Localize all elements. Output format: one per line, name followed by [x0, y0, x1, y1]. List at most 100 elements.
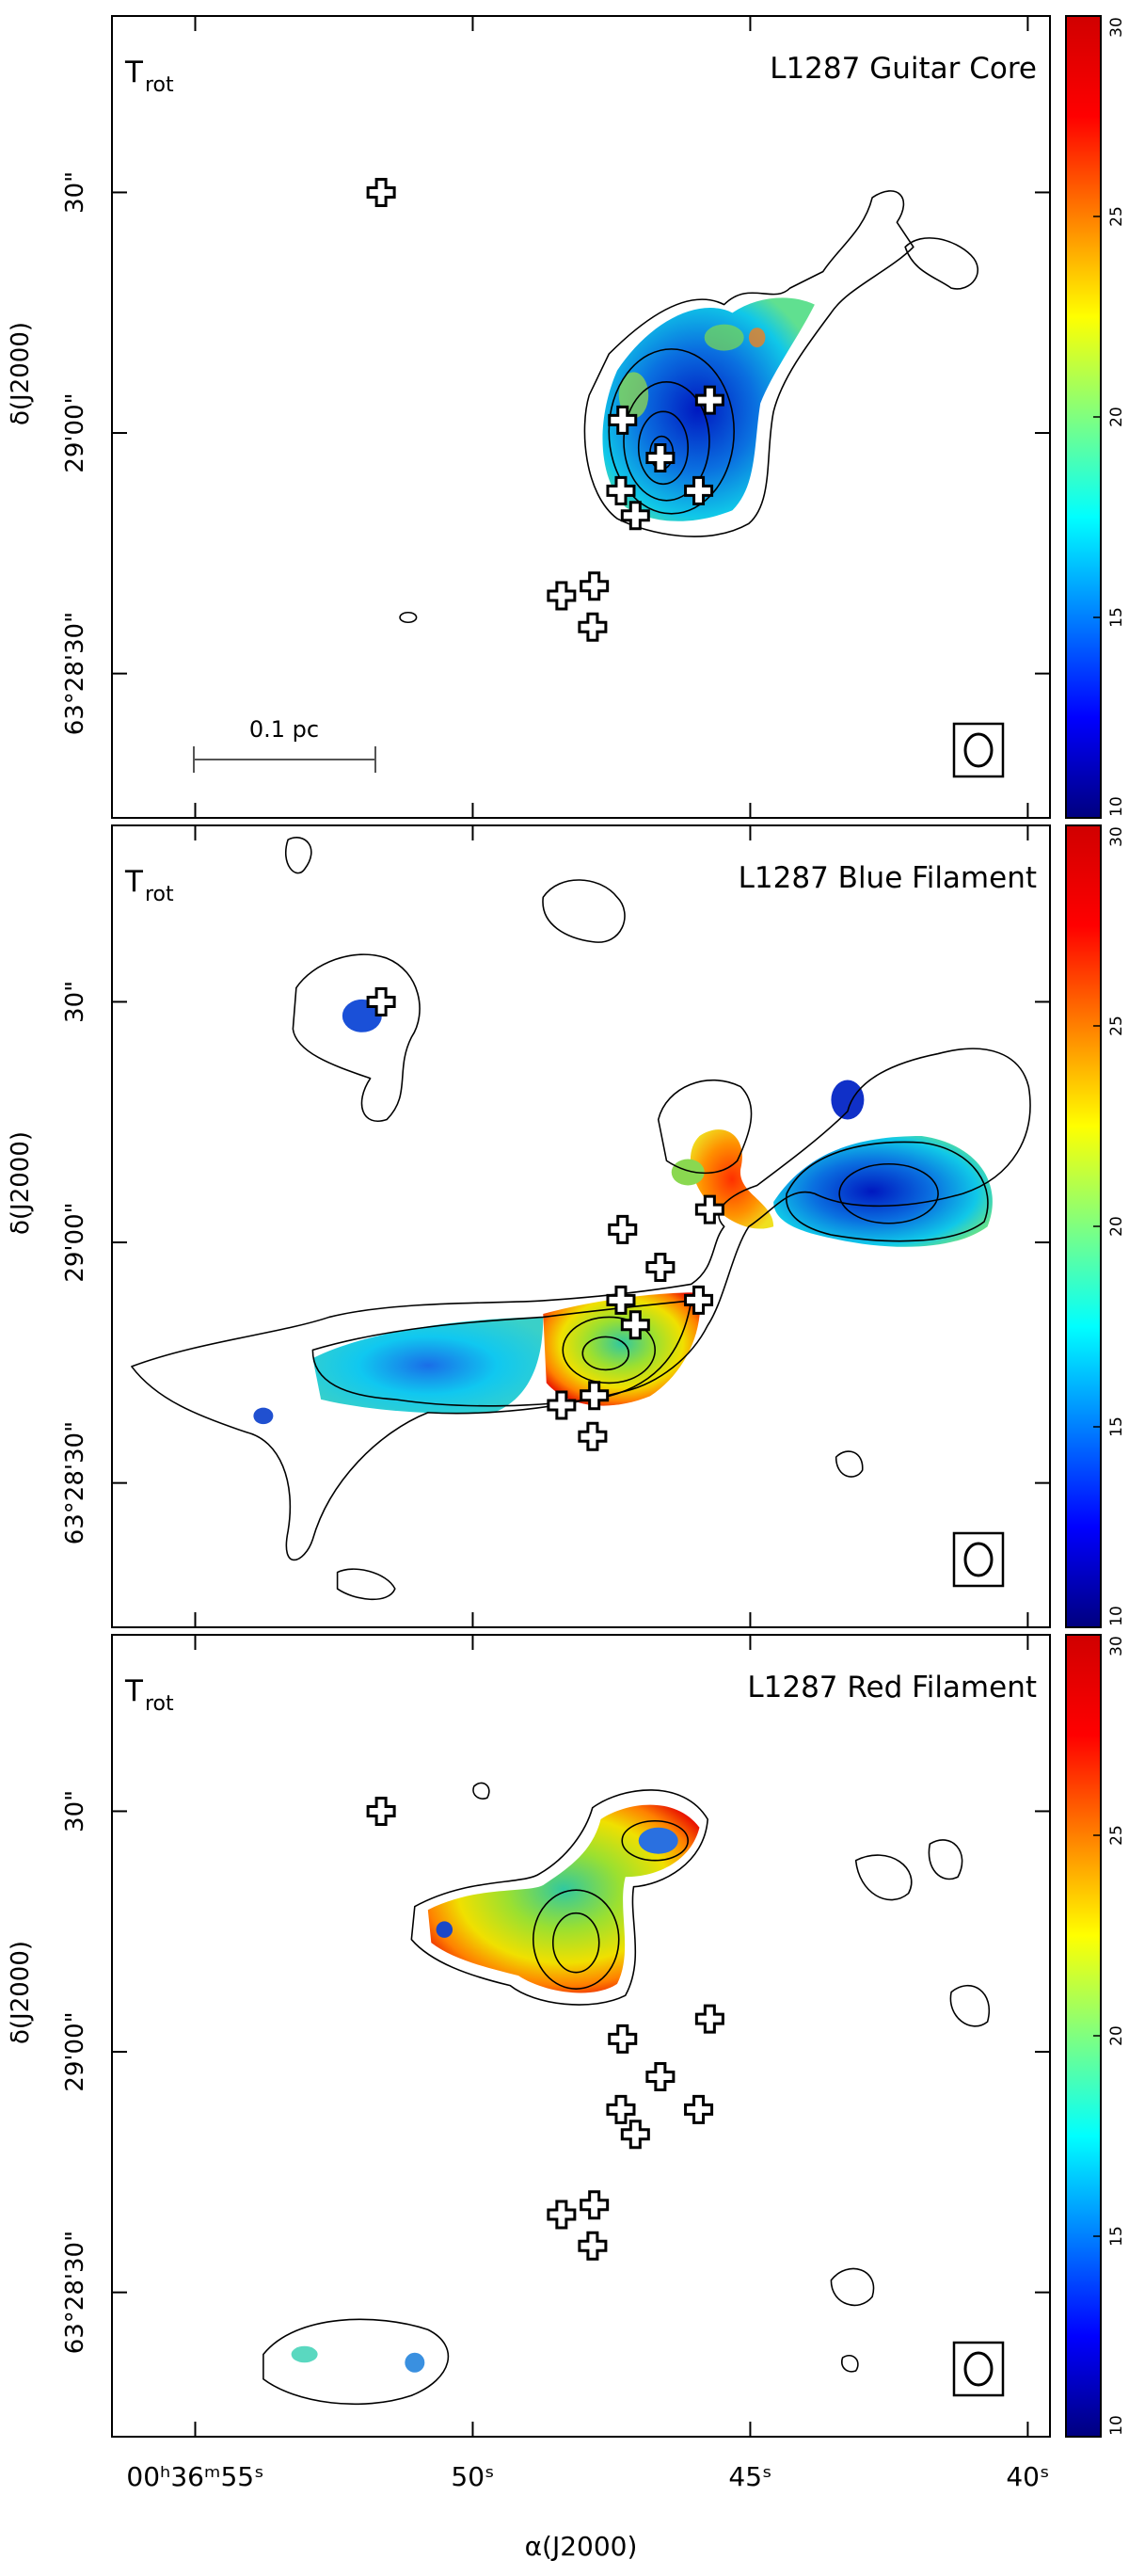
- color-map: [405, 2352, 425, 2373]
- contour: [904, 237, 978, 290]
- contour: [562, 1316, 657, 1384]
- colorbar-tick-label: 20: [1107, 2025, 1126, 2046]
- colorbar-tick-label: 10: [1107, 796, 1126, 817]
- panel-label: T: [124, 865, 144, 899]
- colorbar-tick-label: 25: [1107, 1825, 1126, 1846]
- color-map: [427, 1804, 700, 1993]
- panel-title: L1287 Blue Filament: [739, 861, 1037, 895]
- source-marker: [684, 2094, 714, 2124]
- source-marker: [547, 581, 577, 611]
- color-map: [748, 328, 766, 348]
- scale-bar-label: 0.1 pc: [249, 716, 319, 743]
- source-marker: [606, 2094, 636, 2124]
- x-axis-label: α(J2000): [525, 2531, 638, 2562]
- contour: [410, 1789, 708, 2006]
- x-tick-label: 00ʰ36ᵐ55ˢ: [126, 2461, 263, 2492]
- panel-label: T: [124, 1674, 144, 1708]
- source-marker: [645, 2061, 676, 2091]
- beam-box: [952, 1531, 1005, 1588]
- source-marker: [684, 475, 714, 505]
- source-marker: [606, 1285, 636, 1315]
- y-tick-label: 29'00": [61, 2011, 89, 2091]
- color-map: [291, 2345, 318, 2363]
- contour: [637, 410, 689, 486]
- contour: [262, 2318, 450, 2406]
- emission-maps: [131, 190, 1031, 2406]
- colorbar-tick-label: 10: [1107, 1606, 1126, 1626]
- x-tick-label: 45ˢ: [728, 2461, 771, 2492]
- y-axis-label: δ(J2000): [7, 1131, 35, 1235]
- contour: [472, 1782, 490, 1800]
- contour: [623, 381, 710, 502]
- beam: [963, 2351, 994, 2387]
- color-map: [831, 1080, 865, 1120]
- plot-frame: [111, 824, 1051, 1628]
- colorbar-tick-label: 25: [1107, 1016, 1126, 1036]
- source-marker: [608, 2024, 638, 2054]
- source-marker: [645, 1252, 676, 1282]
- x-tick-label: 50ˢ: [451, 2461, 494, 2492]
- contour: [542, 879, 626, 943]
- y-tick-label: 30": [61, 171, 89, 214]
- contour: [581, 1336, 630, 1371]
- source-marker: [606, 475, 636, 505]
- contour: [131, 1048, 1031, 1561]
- x-tick-label: 40ˢ: [1006, 2461, 1049, 2492]
- colorbar-tick-label: 15: [1107, 607, 1126, 628]
- source-marker: [578, 2231, 608, 2261]
- beam-box: [952, 722, 1005, 778]
- contour: [838, 1162, 939, 1224]
- contour: [841, 2354, 859, 2373]
- contour: [835, 1450, 864, 1478]
- source-marker: [645, 442, 676, 472]
- contour: [399, 611, 418, 624]
- colorbar-tick-label: 30: [1107, 826, 1126, 847]
- y-axis-label: δ(J2000): [7, 322, 35, 425]
- source-marker: [366, 177, 396, 207]
- colorbar-tick-label: 20: [1107, 1216, 1126, 1237]
- source-marker: [620, 2120, 650, 2150]
- source-marker: [578, 1421, 608, 1451]
- source-marker: [608, 1214, 638, 1244]
- colorbar-tick-label: 10: [1107, 2415, 1126, 2436]
- contour: [285, 837, 312, 874]
- color-map: [773, 1136, 993, 1247]
- source-marker: [366, 986, 396, 1016]
- source-marker: [578, 612, 608, 642]
- contour: [928, 1839, 963, 1880]
- contour: [608, 348, 735, 515]
- source-marker: [580, 1381, 610, 1411]
- source-marker: [684, 1285, 714, 1315]
- source-marker: [608, 405, 638, 435]
- y-axis-label: δ(J2000): [7, 1941, 35, 2044]
- y-tick-label: 30": [61, 1790, 89, 1832]
- colorbar-tick-label: 15: [1107, 1416, 1126, 1437]
- contour: [532, 1889, 620, 1990]
- y-tick-label: 30": [61, 981, 89, 1023]
- contour: [583, 190, 914, 537]
- source-marker: [580, 2190, 610, 2220]
- panel-title: L1287 Red Filament: [747, 1671, 1037, 1704]
- source-marker: [694, 2004, 724, 2034]
- panel-label: T: [124, 56, 144, 89]
- source-marker: [366, 1796, 396, 1826]
- colorbar-tick-label: 15: [1107, 2226, 1126, 2247]
- source-marker: [694, 1194, 724, 1224]
- contour: [551, 1912, 600, 1974]
- source-marker: [547, 2200, 577, 2230]
- color-map: [638, 1827, 678, 1854]
- beam: [963, 732, 994, 768]
- color-map: [253, 1407, 274, 1425]
- plot-frame: [111, 15, 1051, 819]
- color-map: [436, 1921, 453, 1938]
- plot-frame: [111, 1634, 1051, 2438]
- source-marker: [620, 501, 650, 531]
- colorbar-tick-label: 20: [1107, 407, 1126, 427]
- beam-box: [952, 2341, 1005, 2397]
- color-map: [671, 1159, 705, 1186]
- contour: [786, 1141, 989, 1242]
- contour: [311, 1300, 692, 1407]
- colorbar-tick-label: 30: [1107, 1636, 1126, 1656]
- color-map: [312, 1317, 544, 1414]
